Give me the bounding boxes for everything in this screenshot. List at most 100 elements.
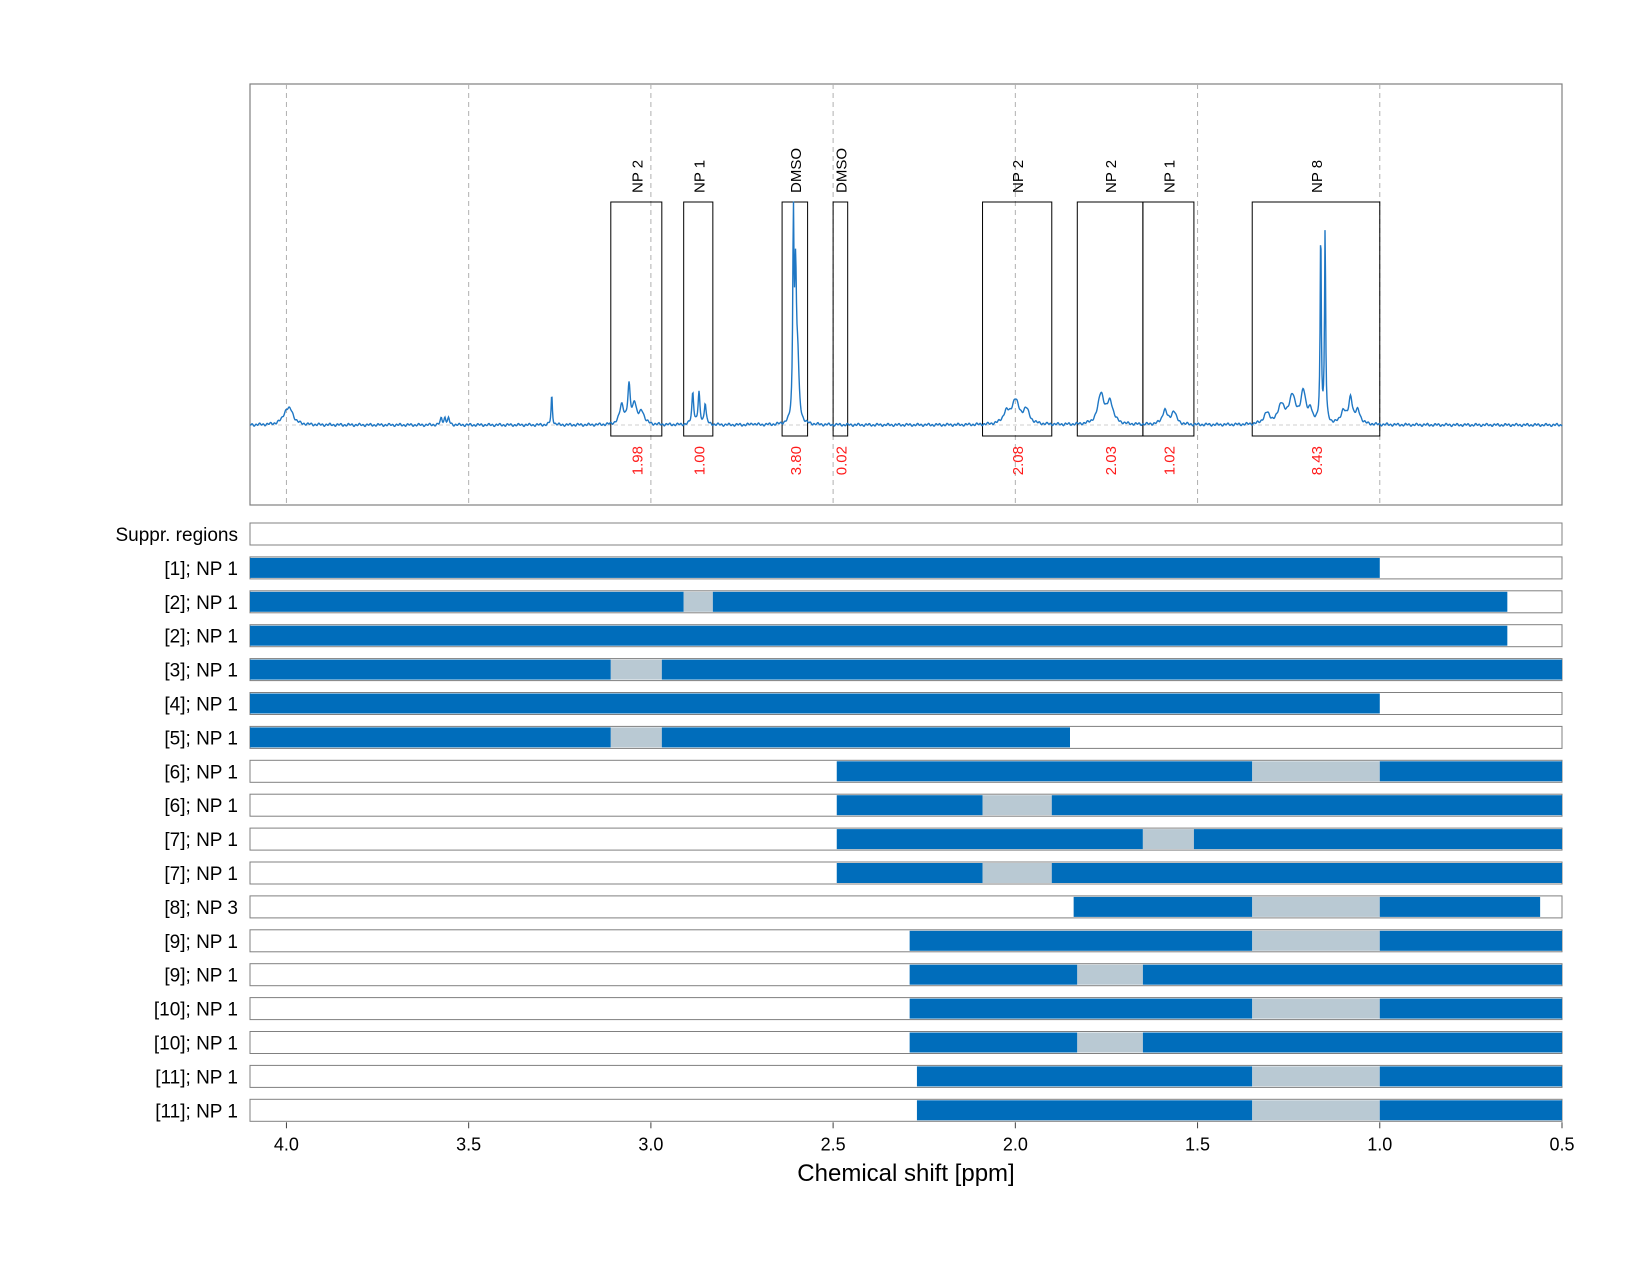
- bar-excluded-segment: [1252, 896, 1380, 917]
- bar-excluded-segment: [982, 795, 1052, 816]
- bar-row-label: [9]; NP 1: [164, 932, 238, 953]
- bar-row-label: [10]; NP 1: [154, 1034, 238, 1055]
- bar-included-segment: [916, 1066, 1253, 1087]
- bar-included-segment: [1142, 964, 1562, 985]
- bar-row: [10]; NP 1: [154, 997, 1563, 1021]
- bar-included-segment: [836, 863, 983, 883]
- spectrum-line: [249, 201, 1563, 428]
- bar-row-frame: [249, 522, 1563, 546]
- peak-region-label: NP 8: [1309, 160, 1326, 193]
- x-tick-label: 1.0: [1367, 1134, 1392, 1154]
- spectrum-panel: NP 2 1.98 NP 1 1.00 DMSO 3.80 DMSO 0.02 NP 2 2.08…: [249, 83, 1563, 506]
- bar-row: [4]; NP 1: [164, 692, 1563, 716]
- bar-included-segment: [1379, 998, 1562, 1019]
- bar-included-segment: [1379, 1100, 1562, 1121]
- bar-row: [3]; NP 1: [164, 658, 1563, 682]
- bar-excluded-segment: [610, 659, 662, 680]
- bar-included-segment: [250, 557, 1380, 578]
- x-tick-label: 3.0: [638, 1134, 663, 1154]
- bar-row-label: [3]; NP 1: [164, 661, 238, 682]
- bar-row: [7]; NP 1: [164, 861, 1563, 885]
- bar-included-segment: [836, 829, 1143, 850]
- peak-region-label: NP 1: [1161, 160, 1178, 193]
- bar-excluded-segment: [683, 591, 713, 612]
- bar-excluded-segment: [1252, 1100, 1380, 1121]
- peak-region-label: NP 2: [1103, 160, 1120, 193]
- x-tick-label: 4.0: [274, 1134, 299, 1154]
- peak-region-box: [1142, 201, 1195, 437]
- bar-row-label: [6]; NP 1: [164, 762, 238, 783]
- bar-row: [11]; NP 1: [155, 1064, 1563, 1088]
- bar-row-label: [6]; NP 1: [164, 796, 238, 817]
- region-bar-rows: Suppr. regions [1]; NP 1 [2]; NP 1 [2]; NP …: [115, 522, 1563, 1122]
- peak-region-label: NP 2: [629, 160, 646, 193]
- bar-excluded-segment: [982, 863, 1052, 883]
- bar-row-label: [7]; NP 1: [164, 864, 238, 885]
- peak-integral-value: 0.02: [833, 446, 850, 475]
- bar-row-label: [7]; NP 1: [164, 830, 238, 851]
- bar-row: [2]; NP 1: [164, 624, 1563, 648]
- x-tick-label: 3.5: [456, 1134, 481, 1154]
- bar-included-segment: [250, 591, 684, 612]
- peak-region-label: NP 2: [1010, 160, 1027, 193]
- bar-included-segment: [1142, 1032, 1562, 1053]
- bar-row: [1]; NP 1: [164, 556, 1563, 580]
- bar-row-label: [4]; NP 1: [164, 695, 238, 716]
- bar-row: [10]; NP 1: [154, 1031, 1563, 1055]
- bar-included-segment: [1051, 795, 1562, 816]
- bar-included-segment: [250, 727, 611, 748]
- bar-included-segment: [1073, 896, 1253, 917]
- bar-included-segment: [909, 930, 1253, 951]
- bar-row-label: [11]; NP 1: [155, 1067, 238, 1088]
- bar-excluded-segment: [1142, 829, 1194, 850]
- bar-included-segment: [1379, 930, 1562, 951]
- peak-region-label: DMSO: [833, 148, 850, 193]
- bar-row: [11]; NP 1: [155, 1098, 1563, 1122]
- x-tick-label: 2.5: [821, 1134, 846, 1154]
- x-axis: 4.0 3.5 3.0 2.5 2.0 1.5 1.0 0.5: [274, 1122, 1575, 1154]
- bar-included-segment: [250, 659, 611, 680]
- x-tick-label: 0.5: [1549, 1134, 1574, 1154]
- peak-integral-value: 1.00: [691, 446, 708, 475]
- bar-included-segment: [909, 964, 1078, 985]
- bar-row: [7]; NP 1: [164, 827, 1563, 851]
- bar-row: Suppr. regions: [115, 522, 1563, 546]
- bar-included-segment: [712, 591, 1508, 612]
- peak-region-box: [832, 201, 849, 437]
- peak-integral-value: 2.08: [1010, 446, 1027, 475]
- bar-included-segment: [836, 795, 983, 816]
- peak-region-box: [781, 201, 809, 437]
- bar-excluded-segment: [1252, 761, 1380, 782]
- x-tick-label: 2.0: [1003, 1134, 1028, 1154]
- bar-row-label: [9]; NP 1: [164, 966, 238, 987]
- bar-included-segment: [1193, 829, 1562, 850]
- bar-row-label: [11]; NP 1: [155, 1101, 238, 1122]
- bar-included-segment: [909, 1032, 1078, 1053]
- bar-row-label: [10]; NP 1: [154, 1000, 238, 1021]
- bar-included-segment: [250, 625, 1508, 646]
- bar-row: [6]; NP 1: [164, 759, 1563, 783]
- peak-region-box: [982, 201, 1053, 437]
- bar-included-segment: [1379, 761, 1562, 782]
- bar-included-segment: [661, 659, 1562, 680]
- bar-included-segment: [1379, 1066, 1562, 1087]
- peak-region-label: DMSO: [788, 148, 805, 193]
- bar-excluded-segment: [1077, 1032, 1143, 1053]
- bar-row: [5]; NP 1: [164, 725, 1563, 749]
- bar-included-segment: [1379, 896, 1541, 917]
- bar-included-segment: [836, 761, 1253, 782]
- bar-row-label: [2]; NP 1: [164, 627, 238, 648]
- bar-row: [2]; NP 1: [164, 590, 1563, 614]
- bar-row-label: [5]; NP 1: [164, 728, 238, 749]
- bar-row: [6]; NP 1: [164, 793, 1563, 817]
- bar-excluded-segment: [1252, 1066, 1380, 1087]
- peak-integral-value: 3.80: [788, 446, 805, 475]
- bar-included-segment: [661, 727, 1070, 748]
- bar-included-segment: [909, 998, 1253, 1019]
- bar-excluded-segment: [1252, 930, 1380, 951]
- bar-excluded-segment: [1252, 998, 1380, 1019]
- bar-included-segment: [1051, 863, 1562, 883]
- bar-row: [9]; NP 1: [164, 963, 1563, 987]
- peak-integral-value: 1.02: [1161, 446, 1178, 475]
